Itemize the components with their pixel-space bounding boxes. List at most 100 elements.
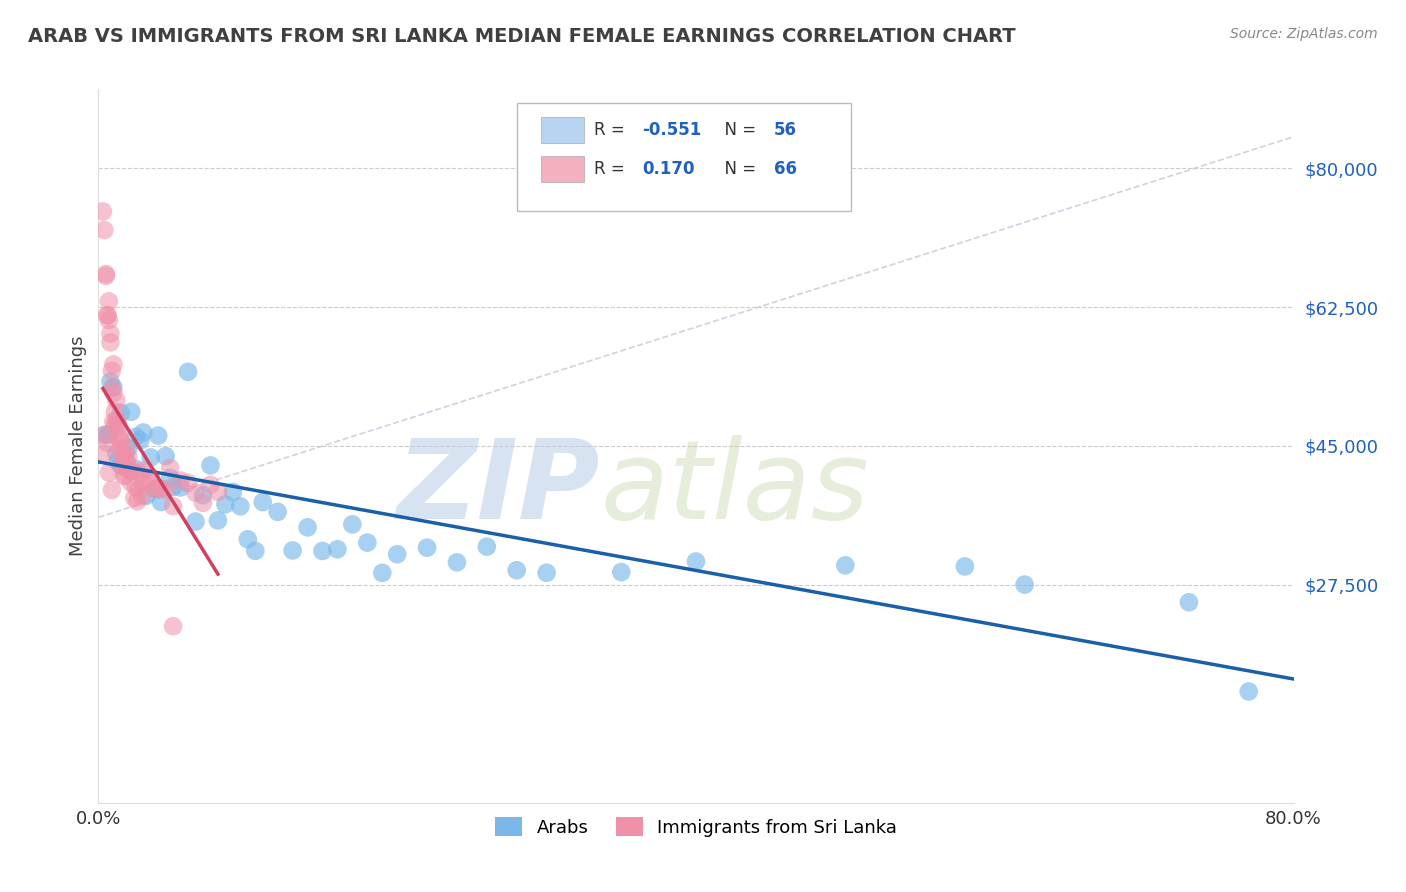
Point [150, 482, 173, 496]
Point [91, 204, 114, 219]
Point [96, 308, 118, 322]
Point [1014, 577, 1036, 591]
Point [134, 463, 156, 477]
Point [125, 462, 148, 476]
Point [120, 405, 142, 419]
FancyBboxPatch shape [517, 103, 852, 211]
Point [124, 491, 146, 505]
Point [117, 441, 139, 455]
Point [96, 435, 118, 450]
Point [1237, 684, 1260, 698]
Point [118, 464, 141, 478]
Point [103, 385, 125, 400]
Point [112, 469, 135, 483]
Point [97, 294, 120, 309]
Point [97, 427, 120, 442]
Text: atlas: atlas [600, 435, 869, 542]
Point [114, 447, 136, 461]
Point [127, 494, 149, 508]
Point [169, 474, 191, 488]
FancyBboxPatch shape [541, 117, 583, 143]
Point [148, 428, 170, 442]
Point [416, 541, 439, 555]
Point [91, 428, 114, 442]
Point [252, 495, 274, 509]
Point [155, 449, 177, 463]
Point [131, 490, 153, 504]
Point [191, 488, 214, 502]
Point [342, 517, 364, 532]
Point [97, 313, 120, 327]
Point [281, 543, 304, 558]
Point [117, 450, 139, 464]
Text: R =: R = [595, 161, 630, 178]
Point [385, 547, 409, 561]
Point [610, 565, 633, 579]
Point [132, 425, 155, 440]
Point [104, 405, 127, 419]
Point [371, 566, 394, 580]
Point [953, 559, 976, 574]
Point [94, 427, 117, 442]
Point [125, 430, 148, 444]
Point [110, 434, 132, 449]
Point [97, 466, 120, 480]
Point [222, 484, 245, 499]
Text: Source: ZipAtlas.com: Source: ZipAtlas.com [1230, 27, 1378, 41]
Point [207, 513, 229, 527]
Point [94, 268, 117, 283]
Point [356, 535, 378, 549]
Point [114, 468, 136, 483]
Point [311, 544, 333, 558]
Point [121, 464, 143, 478]
Y-axis label: Median Female Earnings: Median Female Earnings [69, 335, 87, 557]
Point [297, 520, 319, 534]
Point [108, 432, 131, 446]
Point [129, 466, 152, 480]
Point [135, 489, 157, 503]
Point [111, 447, 134, 461]
Point [114, 441, 136, 455]
Point [98, 326, 122, 341]
Point [107, 454, 129, 468]
Point [105, 413, 128, 427]
Text: 56: 56 [773, 121, 797, 139]
Point [101, 381, 124, 395]
Point [115, 455, 138, 469]
Text: N =: N = [714, 161, 761, 178]
Point [200, 458, 222, 473]
Point [108, 429, 131, 443]
Point [236, 533, 259, 547]
Point [155, 483, 177, 497]
Point [136, 475, 159, 489]
Point [110, 442, 132, 456]
Point [132, 475, 155, 490]
Point [93, 447, 115, 461]
Point [103, 358, 125, 372]
Legend: Arabs, Immigrants from Sri Lanka: Arabs, Immigrants from Sri Lanka [488, 810, 904, 844]
Text: 66: 66 [773, 161, 797, 178]
Point [143, 482, 166, 496]
Point [162, 499, 184, 513]
Point [112, 451, 135, 466]
Point [105, 393, 128, 408]
Point [98, 375, 122, 389]
Point [128, 483, 150, 497]
Point [129, 434, 152, 448]
Point [143, 482, 166, 496]
Text: ARAB VS IMMIGRANTS FROM SRI LANKA MEDIAN FEMALE EARNINGS CORRELATION CHART: ARAB VS IMMIGRANTS FROM SRI LANKA MEDIAN… [28, 27, 1015, 45]
Text: -0.551: -0.551 [643, 121, 702, 139]
Point [101, 483, 124, 497]
Point [94, 267, 117, 281]
Point [104, 418, 127, 433]
Text: R =: R = [595, 121, 630, 139]
Point [184, 485, 207, 500]
Point [162, 619, 184, 633]
Point [120, 475, 142, 490]
Point [200, 477, 222, 491]
Point [159, 471, 181, 485]
Point [105, 446, 128, 460]
Point [177, 475, 200, 490]
Point [207, 485, 229, 500]
Point [101, 364, 124, 378]
